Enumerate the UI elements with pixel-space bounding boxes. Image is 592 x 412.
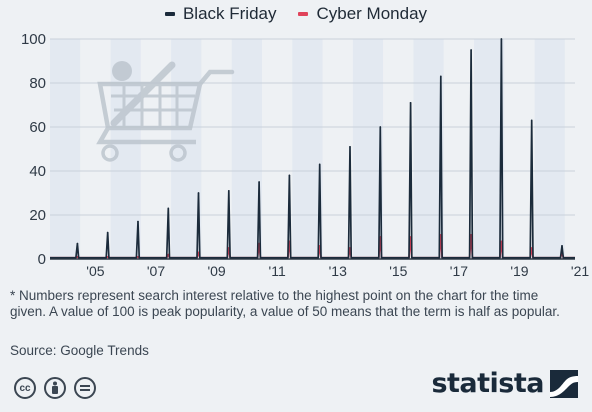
footnote: * Numbers represent search interest rela… xyxy=(10,288,560,319)
data-point xyxy=(137,220,139,223)
series-lines xyxy=(50,38,575,259)
data-point xyxy=(379,126,382,128)
data-point xyxy=(440,75,442,78)
x-tick-label: '13 xyxy=(329,263,347,279)
statista-logo[interactable]: statista xyxy=(431,368,578,399)
x-tick-label: '15 xyxy=(389,263,407,279)
data-point xyxy=(228,190,230,192)
legend-label-black-friday: Black Friday xyxy=(182,4,277,23)
year-band xyxy=(262,39,293,259)
shopping-cart-icon xyxy=(96,61,235,162)
data-point xyxy=(561,245,563,247)
data-point xyxy=(76,242,79,245)
y-axis-ticks: 0 20 40 60 80 100 xyxy=(21,31,46,268)
year-band xyxy=(171,39,202,259)
year-band xyxy=(50,39,81,259)
data-point xyxy=(470,49,472,51)
x-tick-label: '21 xyxy=(571,263,589,279)
x-tick-label: '09 xyxy=(207,263,225,279)
creative-commons-icon[interactable]: cc xyxy=(14,377,36,399)
data-point xyxy=(106,231,109,234)
year-band xyxy=(474,39,505,259)
y-tick-label: 60 xyxy=(29,119,46,136)
x-tick-label: '11 xyxy=(269,263,286,279)
data-point xyxy=(530,119,533,122)
statista-logo-icon xyxy=(550,369,578,398)
license-icons: cc xyxy=(14,377,96,399)
x-axis-ticks: '05 '07 '09 '11 '13 '15 '17 '19 '21 xyxy=(86,263,589,279)
y-tick-label: 40 xyxy=(29,163,46,180)
year-band xyxy=(352,39,384,259)
legend-swatch-cyber-monday xyxy=(298,12,309,16)
attribution-icon[interactable] xyxy=(44,377,66,399)
legend-item-cyber-monday: Cyber Monday xyxy=(298,4,427,24)
data-point xyxy=(258,181,260,183)
year-band xyxy=(443,39,475,259)
data-point xyxy=(197,192,200,194)
x-tick-label: '05 xyxy=(86,263,104,279)
year-band xyxy=(292,39,323,259)
chart-legend: Black Friday Cyber Monday xyxy=(0,4,592,24)
chart-area: 0 20 40 60 80 100 '05 '07 '09 '11 '13 '15 '17 '19 '21 xyxy=(21,31,589,279)
year-band xyxy=(413,39,444,259)
x-tick-label: '19 xyxy=(510,263,528,279)
data-point xyxy=(500,38,503,40)
data-point xyxy=(349,146,351,148)
y-tick-label: 0 xyxy=(38,251,46,268)
no-derivatives-icon[interactable] xyxy=(74,377,96,399)
year-band xyxy=(322,39,353,259)
data-point xyxy=(409,102,412,104)
legend-label-cyber-monday: Cyber Monday xyxy=(316,4,428,23)
y-tick-label: 80 xyxy=(29,75,46,92)
year-band xyxy=(534,39,565,259)
data-point xyxy=(288,174,291,177)
brand-wordmark: statista xyxy=(431,368,544,399)
data-point xyxy=(318,163,321,166)
data-point xyxy=(167,207,170,210)
x-tick-label: '17 xyxy=(450,263,468,279)
source-note: Source: Google Trends xyxy=(10,343,149,358)
x-tick-label: '07 xyxy=(147,263,165,279)
legend-swatch-black-friday xyxy=(164,12,175,16)
y-tick-label: 20 xyxy=(29,207,46,224)
year-band xyxy=(231,39,263,259)
legend-item-black-friday: Black Friday xyxy=(164,4,277,24)
year-band xyxy=(504,39,535,259)
year-band xyxy=(564,39,575,259)
y-tick-label: 100 xyxy=(21,31,46,48)
year-band xyxy=(383,39,414,259)
